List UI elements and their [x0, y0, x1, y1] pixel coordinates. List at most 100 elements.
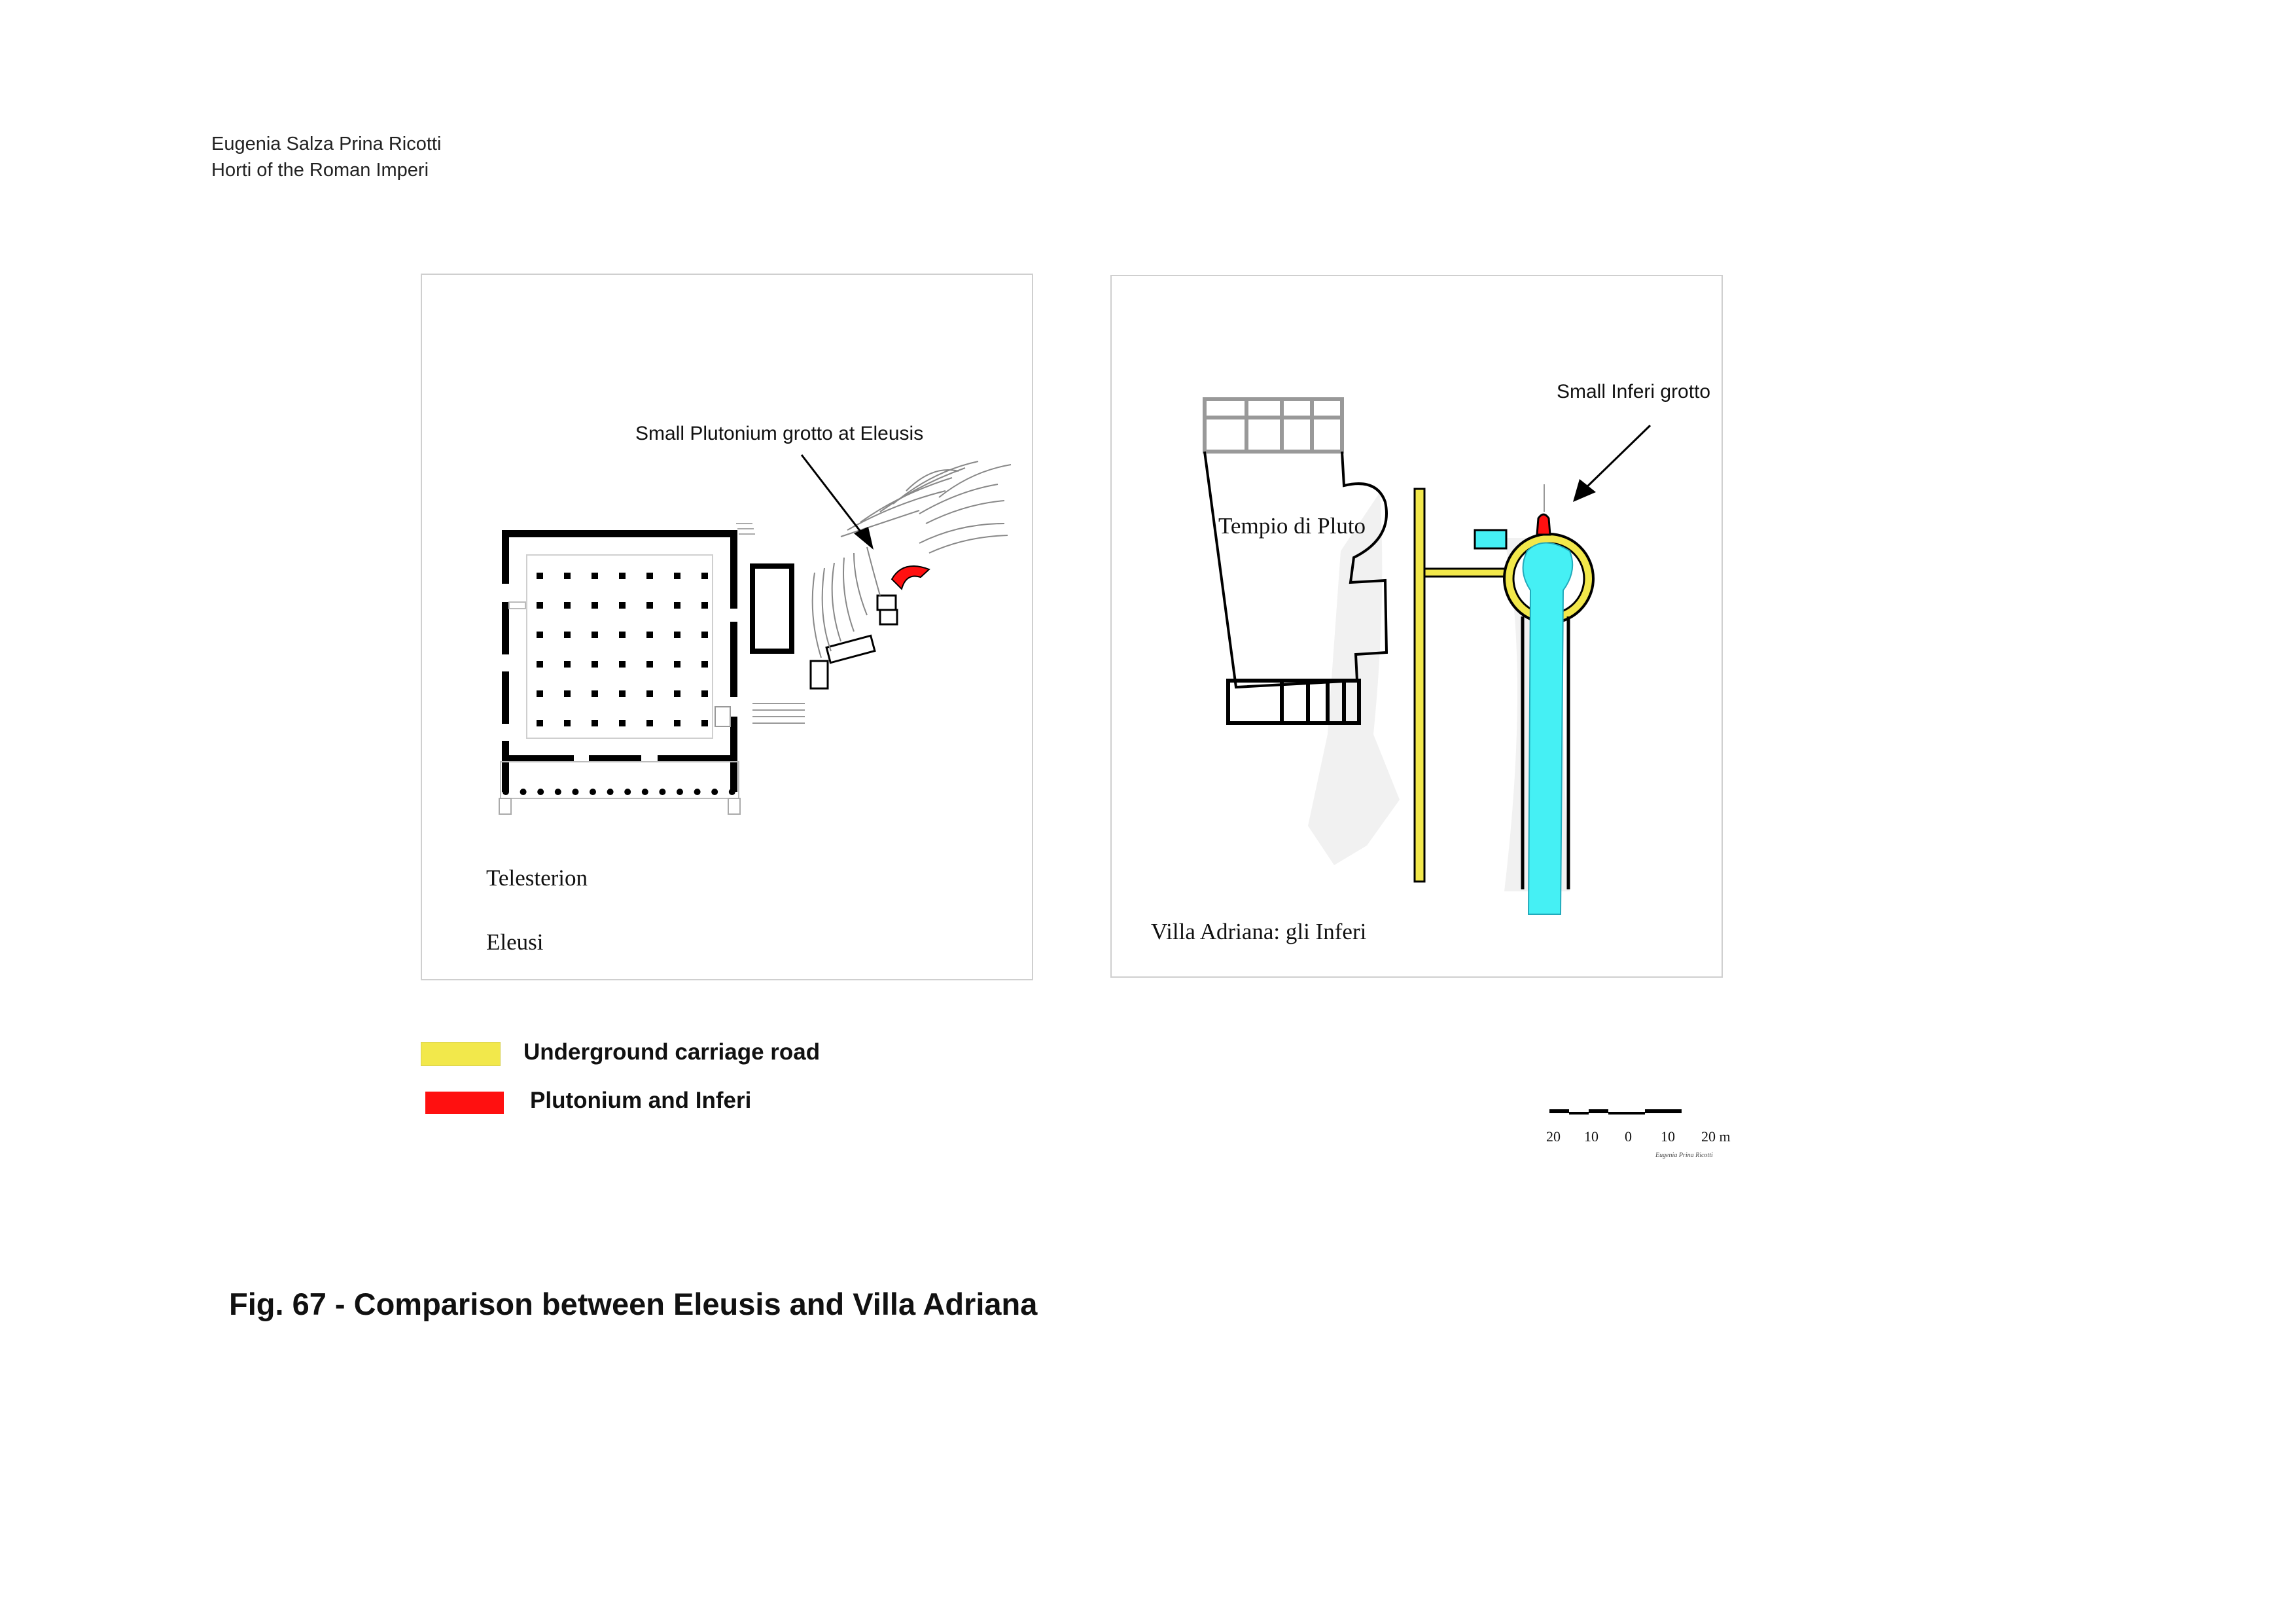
- telesterion-column: [674, 720, 680, 726]
- portico-column: [694, 789, 701, 795]
- telesterion-column: [674, 602, 680, 609]
- villa-adriana-label: Villa Adriana: gli Inferi: [1151, 919, 1367, 944]
- telesterion-column: [674, 690, 680, 697]
- temple-upper-rooms: [1203, 397, 1344, 454]
- telesterion-column: [701, 661, 708, 668]
- portico-column: [590, 789, 596, 795]
- telesterion-column: [564, 632, 571, 638]
- telesterion-label: Telesterion: [486, 865, 588, 891]
- telesterion-column: [701, 602, 708, 609]
- legend-label-grotto: Plutonium and Inferi: [530, 1088, 752, 1113]
- eleusis-plan-drawing: [499, 454, 1012, 815]
- inferi-water-channel: [1522, 542, 1574, 915]
- telesterion-column: [646, 602, 653, 609]
- telesterion-column: [537, 573, 543, 579]
- east-annex: [750, 563, 794, 654]
- telesterion-column: [646, 690, 653, 697]
- plutonium-annotation: Small Plutonium grotto at Eleusis: [635, 423, 924, 444]
- carriage-road-vertical: [1413, 488, 1426, 883]
- telesterion-column: [592, 602, 598, 609]
- telesterion-column: [701, 632, 708, 638]
- portico-column: [520, 789, 527, 795]
- portico-corner-column: [730, 762, 737, 769]
- telesterion-column: [564, 602, 571, 609]
- telesterion-column: [592, 690, 598, 697]
- telesterion-column: [619, 661, 626, 668]
- telesterion-column: [619, 602, 626, 609]
- telesterion-column: [646, 632, 653, 638]
- telesterion-column: [564, 690, 571, 697]
- telesterion-column: [537, 720, 543, 726]
- portico-column: [641, 789, 648, 795]
- telesterion-columns: [537, 573, 708, 726]
- portico-column: [624, 789, 631, 795]
- portico-column: [711, 789, 718, 795]
- inferi-arrow: [1581, 424, 1651, 492]
- villa-adriana-plan-drawing: [1203, 397, 1651, 915]
- telesterion-column: [564, 661, 571, 668]
- telesterion-column: [619, 690, 626, 697]
- scale-tick-2: 0: [1625, 1128, 1632, 1145]
- telesterion-column: [674, 632, 680, 638]
- telesterion-north-wall: [502, 530, 737, 537]
- telesterion-column: [592, 573, 598, 579]
- telesterion-column: [619, 720, 626, 726]
- telesterion-column: [564, 720, 571, 726]
- cyan-block: [1474, 529, 1508, 550]
- telesterion-column: [701, 690, 708, 697]
- inferi-arrow-head: [1573, 479, 1596, 502]
- portico-column: [503, 789, 509, 795]
- portico-columns: [503, 762, 737, 795]
- tempio-label: Tempio di Pluto: [1218, 513, 1366, 539]
- legend-swatch-road: [421, 1042, 501, 1066]
- telesterion-column: [537, 690, 543, 697]
- eleusi-label: Eleusi: [486, 929, 544, 955]
- telesterion-column: [646, 720, 653, 726]
- portico-column: [572, 789, 579, 795]
- legend-swatch-grotto: [425, 1092, 504, 1114]
- telesterion-column: [674, 573, 680, 579]
- inferi-annotation: Small Inferi grotto: [1557, 381, 1711, 402]
- telesterion-column: [619, 573, 626, 579]
- scale-tick-1: 10: [1584, 1128, 1598, 1145]
- portico-column: [537, 789, 544, 795]
- temple-lower-rooms: [1226, 679, 1361, 725]
- telesterion-column: [619, 632, 626, 638]
- scale-signature: Eugenia Prina Ricotti: [1655, 1152, 1713, 1159]
- telesterion-column: [564, 573, 571, 579]
- legend-label-road: Underground carriage road: [523, 1039, 821, 1065]
- portico-column: [677, 789, 683, 795]
- rock-contours: [811, 461, 1012, 658]
- telesterion-column: [537, 661, 543, 668]
- tempio-di-pluto-walls: [1203, 451, 1388, 689]
- telesterion-column: [537, 632, 543, 638]
- figure-caption: Fig. 67 - Comparison between Eleusis and…: [229, 1287, 1038, 1321]
- villa-adriana-plan-panel: Small Inferi grotto Tempio di Pluto Vill…: [1110, 275, 1723, 978]
- telesterion-column: [646, 573, 653, 579]
- plutonium-grotto: [891, 565, 930, 590]
- eleusis-plan-panel: Small Plutonium grotto at Eleusis Telest…: [421, 274, 1033, 980]
- scale-bar: [1549, 1109, 1682, 1115]
- author-name: Eugenia Salza Prina Ricotti: [211, 134, 442, 154]
- telesterion-column: [592, 720, 598, 726]
- telesterion-east-wall: [730, 717, 737, 792]
- scale-tick-3: 10: [1661, 1128, 1675, 1145]
- telesterion-column: [592, 632, 598, 638]
- portico-column: [554, 789, 561, 795]
- scale-tick-4: 20 m: [1701, 1128, 1731, 1145]
- book-title: Horti of the Roman Imperi: [211, 160, 429, 181]
- telesterion-south-wall: [658, 755, 737, 762]
- portico-corner-column: [503, 762, 509, 769]
- telesterion-column: [701, 720, 708, 726]
- portico-column: [659, 789, 666, 795]
- scale-tick-0: 20: [1546, 1128, 1561, 1145]
- telesterion-column: [646, 661, 653, 668]
- telesterion-column: [537, 602, 543, 609]
- portico-column: [728, 789, 735, 795]
- grotto-arrow: [800, 454, 868, 541]
- carriage-road-branch: [1423, 567, 1511, 578]
- telesterion-column: [701, 573, 708, 579]
- telesterion-column: [674, 661, 680, 668]
- telesterion-column: [592, 661, 598, 668]
- inferi-grotto: [1536, 513, 1551, 536]
